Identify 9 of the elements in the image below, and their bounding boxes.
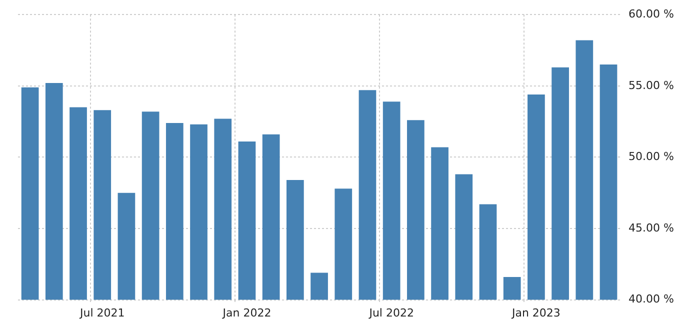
- y-tick-label: 60.00 %: [628, 7, 674, 20]
- x-tick-label: Jan 2023: [510, 306, 560, 320]
- y-tick-label: 45.00 %: [628, 221, 674, 234]
- x-tick-label: Jan 2022: [222, 306, 272, 320]
- x-tick-label: Jul 2021: [78, 306, 125, 320]
- y-tick-label: 55.00 %: [628, 78, 674, 92]
- x-tick-label: Jul 2022: [368, 306, 414, 320]
- y-tick-label: 50.00 %: [628, 150, 674, 164]
- y-tick-label: 40.00 %: [628, 292, 674, 306]
